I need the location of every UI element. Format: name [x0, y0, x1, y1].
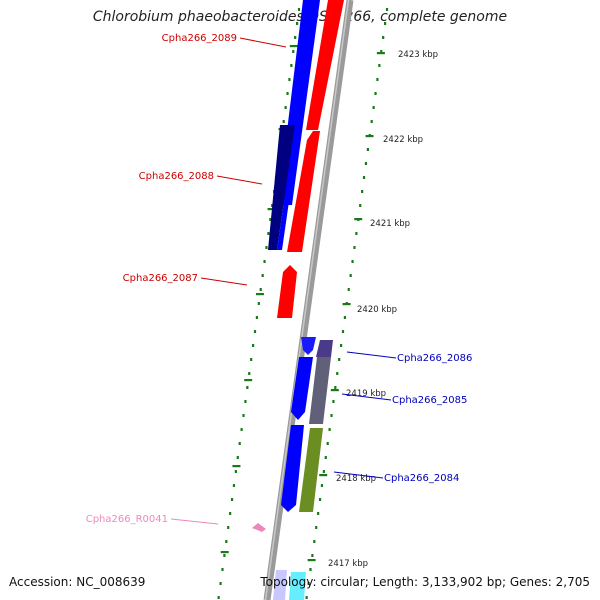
- feature-cpha266-2088-reverse-dark[interactable]: [268, 125, 295, 250]
- gene-label[interactable]: Cpha266_2087: [123, 273, 198, 284]
- feature-cpha266-2086-a[interactable]: [301, 337, 316, 355]
- feature-cpha266-2085-forward[interactable]: [309, 357, 331, 424]
- scale-tick-label: 2421 kbp: [370, 219, 410, 229]
- feature-cpha266-2085-reverse[interactable]: [291, 357, 313, 420]
- gene-label[interactable]: Cpha266_2084: [384, 473, 459, 484]
- gene-leader-line: [239, 37, 287, 48]
- gene-leader-line: [341, 393, 392, 401]
- map-title: Chlorobium phaeobacteroides DSM 266, com…: [92, 9, 508, 25]
- scale-tick-label: 2417 kbp: [328, 559, 368, 569]
- gene-leader-line: [346, 351, 397, 359]
- gene-label[interactable]: Cpha266_R0041: [86, 514, 168, 525]
- feature-cpha266-2084-forward[interactable]: [299, 428, 323, 512]
- scale-tick-label: 2422 kbp: [383, 135, 423, 145]
- backbone-track: [263, 0, 354, 600]
- gene-leader-line: [333, 471, 384, 479]
- gene-leader-line: [200, 277, 248, 286]
- feature-bottom-lavender[interactable]: [273, 570, 287, 600]
- scale-tick-label: 2418 kbp: [336, 474, 376, 484]
- gene-leader-line: [170, 518, 219, 525]
- gene-label[interactable]: Cpha266_2089: [162, 33, 237, 44]
- feature-cpha266-2084-reverse[interactable]: [281, 425, 304, 512]
- scale-tick-label: 2423 kbp: [398, 50, 438, 60]
- scale-ticks: 2423 kbp 2422 kbp 2421 kbp 2420 kbp 2419 kbp…: [328, 50, 438, 569]
- gc-skew-track: [305, 8, 389, 599]
- genome-summary: Topology: circular; Length: 3,133,902 bp…: [260, 575, 590, 589]
- features: [252, 0, 344, 600]
- feature-cpha266-2087[interactable]: [277, 265, 297, 318]
- feature-cpha266-2088-forward[interactable]: [287, 131, 320, 252]
- feature-cpha266-r0041[interactable]: [252, 523, 266, 532]
- accession-text: Accession: NC_008639: [9, 575, 146, 589]
- gene-leader-line: [216, 175, 263, 185]
- gc-content-track: [217, 8, 301, 599]
- scale-tick-label: 2420 kbp: [357, 305, 397, 315]
- feature-cpha266-2086-b[interactable]: [316, 340, 333, 357]
- gene-label[interactable]: Cpha266_2086: [397, 353, 472, 364]
- feature-cpha266-2089-forward[interactable]: [306, 0, 344, 130]
- scale-tick-label: 2419 kbp: [346, 389, 386, 399]
- gene-label[interactable]: Cpha266_2088: [139, 171, 214, 182]
- gene-labels: Cpha266_2089 Cpha266_2088 Cpha266_2087 Cpha…: [86, 33, 473, 525]
- feature-bottom-cyan[interactable]: [289, 572, 306, 600]
- gene-label[interactable]: Cpha266_2085: [392, 395, 467, 406]
- feature-cpha266-2088-reverse[interactable]: [277, 125, 300, 250]
